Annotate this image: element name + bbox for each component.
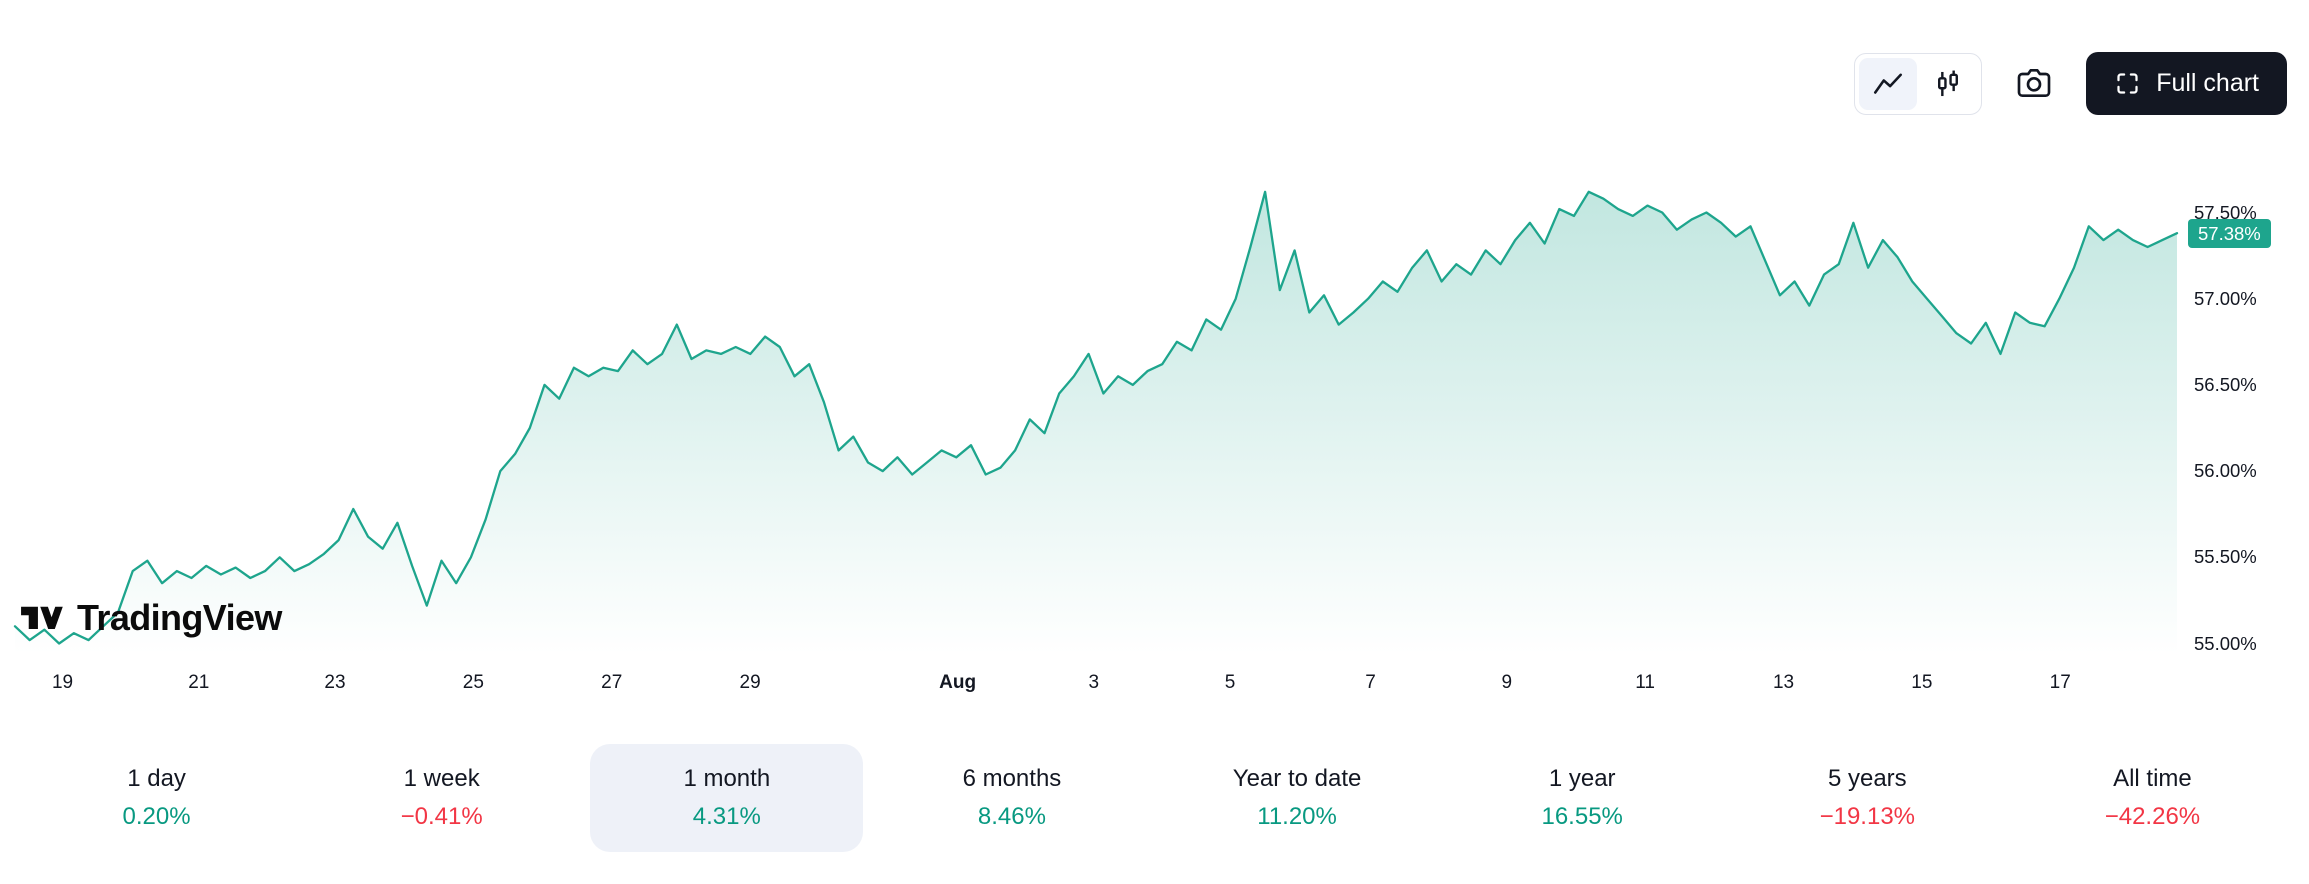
y-axis-label: 56.00% <box>2194 460 2257 482</box>
x-axis-label: 9 <box>1501 672 1513 693</box>
x-axis-label: 23 <box>324 672 346 693</box>
x-axis-label: 25 <box>462 672 484 693</box>
y-axis-label: 56.50% <box>2194 373 2257 395</box>
area-chart-icon <box>1874 73 1903 94</box>
candlestick-icon <box>1938 70 1959 96</box>
range-label: 5 years <box>1827 765 1907 792</box>
range-label: 1 day <box>127 765 186 792</box>
range-button-5-years[interactable]: 5 years −19.13% <box>1731 744 2004 852</box>
y-axis-label: 57.50% <box>2194 201 2257 223</box>
range-button-1-month[interactable]: 1 month 4.31% <box>590 744 864 852</box>
fullscreen-icon <box>2117 73 2138 94</box>
range-change-value: 8.46% <box>977 803 1046 830</box>
tradingview-logo-icon <box>21 606 63 629</box>
candles-chart-button[interactable] <box>1919 58 1977 110</box>
y-axis-label: 55.00% <box>2194 632 2257 654</box>
x-axis-label: 29 <box>739 672 761 693</box>
range-change-value: −42.26% <box>2104 803 2201 830</box>
x-axis-label: 19 <box>51 672 74 693</box>
x-axis-label: 5 <box>1224 672 1236 693</box>
range-change-value: −19.13% <box>1819 803 1916 830</box>
range-label: 1 week <box>403 765 480 792</box>
x-axis-label: 13 <box>1772 672 1795 693</box>
x-axis-label: 7 <box>1365 672 1376 693</box>
tradingview-logo[interactable]: TradingView <box>18 596 282 639</box>
x-axis-label: 17 <box>2049 672 2071 693</box>
x-axis-label: 27 <box>601 672 623 693</box>
range-button-6-months[interactable]: 6 months 8.46% <box>875 744 1148 852</box>
range-label: 6 months <box>962 765 1062 792</box>
last-price-badge: 57.38% <box>2188 218 2271 248</box>
y-axis-label: 57.00% <box>2194 287 2257 309</box>
full-chart-label: Full chart <box>2156 69 2259 97</box>
range-change-value: −0.41% <box>400 803 483 830</box>
x-axis-label: 11 <box>1635 672 1656 693</box>
range-label: 1 month <box>683 765 771 792</box>
range-label: Year to date <box>1232 765 1362 792</box>
range-selector: 1 day 0.20% 1 week −0.41% 1 month 4.31% 6 mont… <box>14 744 2295 852</box>
range-change-value: 4.31% <box>692 803 761 830</box>
snapshot-button[interactable] <box>2008 58 2060 110</box>
range-change-value: 16.55% <box>1541 803 1623 830</box>
chart-toolbar: Full chart <box>1854 52 2287 115</box>
range-button-1-day[interactable]: 1 day 0.20% <box>20 744 293 852</box>
y-axis-label: 55.50% <box>2194 546 2257 568</box>
x-axis-label: Aug <box>939 672 977 693</box>
camera-icon <box>2017 68 2051 97</box>
tradingview-logo-text: TradingView <box>77 596 282 638</box>
x-axis-label: 21 <box>188 672 210 693</box>
range-button-1-year[interactable]: 1 year 16.55% <box>1446 744 1719 852</box>
range-label: 1 year <box>1548 765 1616 792</box>
area-fill <box>15 191 2177 656</box>
range-button-1-week[interactable]: 1 week −0.41% <box>305 744 578 852</box>
x-axis-label: 3 <box>1088 672 1100 693</box>
area-chart-button[interactable] <box>1859 57 1918 110</box>
range-change-value: 0.20% <box>122 803 191 830</box>
range-button-all-time[interactable]: All time −42.26% <box>2016 744 2289 852</box>
range-button-year-to-date[interactable]: Year to date 11.20% <box>1161 744 1434 852</box>
range-change-value: 11.20% <box>1257 803 1337 830</box>
chart-type-toggle <box>1854 52 1983 115</box>
price-line <box>13 190 2179 645</box>
range-label: All time <box>2113 765 2192 792</box>
full-chart-button[interactable]: Full chart <box>2086 52 2287 115</box>
x-axis-label: 15 <box>1911 672 1933 693</box>
